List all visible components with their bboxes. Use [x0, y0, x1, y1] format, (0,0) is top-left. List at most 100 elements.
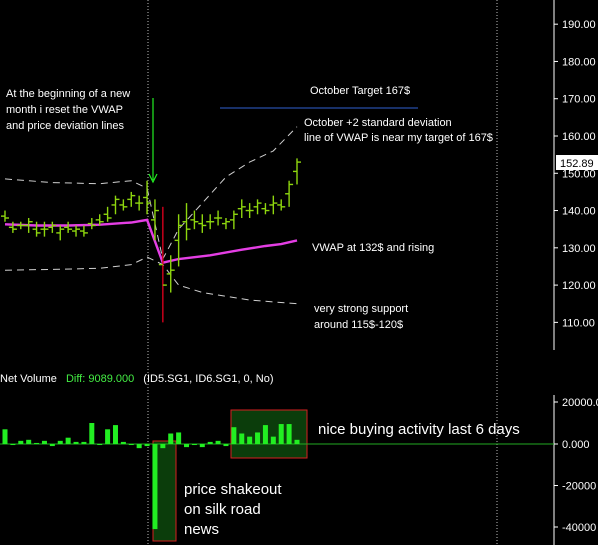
price-bar [135, 195, 144, 211]
volume-bar [270, 436, 276, 444]
price-bar [24, 218, 33, 233]
volume-bar [223, 444, 229, 447]
price-bar [158, 206, 167, 323]
volume-bar [286, 424, 292, 444]
volume-bar [247, 436, 253, 444]
price-bar [111, 195, 120, 215]
volume-bar [144, 444, 150, 447]
volume-axis: 20000.00 0.000 -20000 -40000 [554, 397, 598, 534]
volume-tick-label: -20000 [562, 481, 596, 493]
price-bar [103, 206, 112, 222]
volume-bar [239, 433, 245, 444]
price-tick-label: 110.00 [562, 317, 595, 329]
volume-bar [49, 444, 55, 447]
price-bar [8, 221, 17, 233]
volume-bar [152, 444, 158, 530]
price-bar [40, 221, 49, 237]
volume-bar [112, 425, 118, 444]
price-bar [143, 180, 152, 215]
target-annotation: October Target 167$ [310, 85, 410, 97]
price-bar [221, 218, 230, 230]
price-bar [253, 199, 262, 215]
buying-annotation: nice buying activity last 6 days [318, 421, 520, 438]
volume-bar [2, 429, 8, 444]
volume-bar [231, 427, 237, 444]
volume-tick-label: 20000.00 [562, 397, 598, 409]
vwap-path [4, 218, 298, 265]
price-tick-label: 180.00 [562, 56, 596, 68]
volume-bar [34, 442, 40, 444]
volume-bar [136, 444, 142, 449]
volume-bar [41, 440, 47, 444]
support-annotation-line-1: very strong support [314, 303, 408, 315]
shakeout-annotation-line-1: price shakeout [184, 481, 282, 498]
volume-bar [294, 439, 300, 444]
price-bar [261, 203, 270, 215]
deviation-annotation-line-2: line of VWAP is near my target of 167$ [304, 132, 493, 144]
volume-bar [215, 440, 221, 444]
price-axis: 190.00 180.00 170.00 160.00 150.00 140.00 130.… [554, 19, 596, 329]
price-tick-label: 120.00 [562, 280, 596, 292]
volume-bar [18, 440, 24, 444]
price-tick-label: 140.00 [562, 206, 596, 218]
indicator-diff: Diff: 9089.000 [66, 373, 134, 385]
price-bar [64, 221, 73, 233]
price-bar [285, 180, 294, 207]
price-bar [293, 158, 301, 185]
price-bar [16, 221, 25, 230]
shakeout-annotation-line-2: on silk road [184, 501, 261, 518]
price-bar [182, 203, 191, 241]
reset-arrow-head [148, 173, 158, 184]
indicator-title: Net Volume Diff: 9089.000 (ID5.SG1, ID6.… [0, 373, 274, 385]
upper-deviation-band [4, 126, 298, 261]
lower-deviation-band [4, 256, 298, 305]
volume-bars [2, 423, 300, 530]
price-bar [190, 210, 199, 230]
support-annotation-line-2: around 115$-120$ [314, 319, 403, 331]
volume-bar [262, 425, 268, 444]
price-bar [79, 225, 88, 237]
price-bar [198, 214, 207, 233]
volume-bar [10, 444, 16, 446]
vwap-annotation: VWAP at 132$ and rising [312, 242, 434, 254]
price-bar [87, 218, 96, 230]
volume-bar [105, 429, 111, 444]
deviation-annotation-line-1: October +2 standard deviation [304, 117, 452, 129]
price-bar [95, 214, 104, 226]
volume-bar [199, 444, 205, 448]
price-bar [229, 210, 238, 230]
shakeout-annotation-line-3: news [184, 521, 219, 538]
price-bar [127, 191, 136, 207]
price-tick-label: 190.00 [562, 19, 596, 31]
vwap-line [4, 218, 298, 265]
price-bar [214, 210, 223, 226]
volume-bar [160, 444, 166, 449]
price-bar [48, 221, 57, 233]
reset-annotation-line-3: and price deviation lines [6, 120, 125, 132]
volume-bar [120, 441, 126, 444]
price-bar [269, 195, 278, 215]
volume-bar [128, 444, 134, 446]
deviation-bands [4, 126, 298, 305]
volume-bar [89, 423, 95, 444]
reset-annotation-line-1: At the beginning of a new [6, 88, 130, 100]
price-bar [206, 214, 215, 230]
volume-tick-label: -40000 [562, 522, 596, 534]
indicator-params: (ID5.SG1, ID6.SG1, 0, No) [143, 373, 273, 385]
volume-bar [191, 444, 197, 446]
price-bars [1, 158, 301, 323]
volume-bar [168, 433, 174, 444]
price-bar [245, 203, 254, 218]
last-price-tag [556, 155, 598, 170]
price-bar [56, 225, 65, 241]
price-bar [166, 255, 175, 293]
volume-tick-label: 0.000 [562, 439, 590, 451]
volume-bar [81, 441, 87, 444]
price-bar [237, 199, 246, 218]
volume-bar [184, 444, 190, 448]
price-bar [150, 199, 159, 241]
price-bar [174, 214, 183, 267]
reset-annotation-line-2: month i reset the VWAP [6, 104, 123, 116]
volume-bar [26, 439, 32, 444]
